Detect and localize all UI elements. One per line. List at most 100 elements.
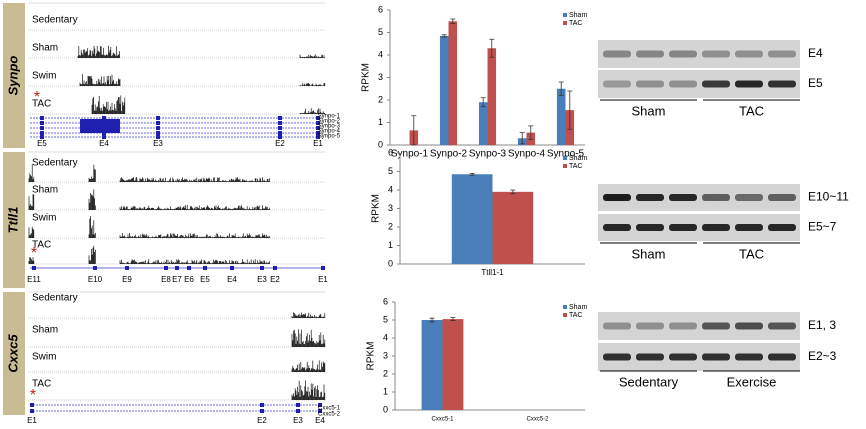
gene-label-box [3, 292, 25, 415]
exon-label: E11 [27, 275, 41, 284]
gel-band [669, 50, 697, 58]
exon-block [156, 126, 160, 130]
gel-band [702, 50, 730, 58]
legend-label: Sham [569, 304, 587, 311]
x-tick-label: Synpo-3 [469, 149, 507, 160]
legend-label: TAC [569, 20, 582, 27]
gel-band [669, 353, 697, 361]
exon-block [102, 116, 106, 120]
exon-block [296, 403, 300, 407]
y-tick-label: 3 [388, 203, 393, 213]
gel-band-label: E5~7 [808, 220, 837, 234]
error-bar [469, 172, 475, 176]
isoform-label: Synpo-5 [318, 134, 341, 140]
bar [442, 319, 464, 410]
gel-background [598, 343, 800, 371]
exon-label: E10 [88, 275, 103, 284]
bar [556, 88, 566, 145]
asterisk: * [31, 245, 37, 262]
exon-block [40, 116, 44, 120]
exon-block [125, 266, 129, 270]
y-tick-label: 3 [383, 350, 388, 360]
error-bar [489, 38, 495, 58]
signal-track [291, 312, 326, 318]
exon-block [40, 121, 44, 125]
exon-block [93, 266, 97, 270]
y-tick-label: 5 [378, 27, 383, 37]
gel-band-label: E4 [808, 46, 823, 60]
gel-band [735, 194, 763, 201]
exon-block [260, 409, 264, 413]
legend-label: Sham [569, 155, 587, 162]
gel-band [669, 80, 697, 88]
exon-block [260, 403, 264, 407]
gel-band [636, 194, 664, 201]
gel-band [768, 194, 796, 201]
gel-band [603, 194, 631, 201]
y-tick-label: 1 [378, 117, 383, 127]
gel-band [669, 224, 697, 231]
gel-band [768, 224, 796, 231]
y-tick-label: 5 [383, 314, 388, 324]
gel-background [598, 40, 800, 68]
track-label: TAC [32, 99, 51, 110]
exon-label: E5 [200, 275, 210, 284]
exon-block [40, 135, 44, 139]
group-label: Sham [632, 103, 666, 118]
isoform-label: Cxxc5-1 [318, 406, 341, 412]
track-label: Swim [32, 352, 56, 363]
exon-label: E8 [161, 275, 171, 284]
exon-block [278, 116, 282, 120]
legend-swatch [563, 21, 567, 25]
signal-track [291, 329, 326, 347]
legend-label: TAC [569, 163, 582, 170]
error-bar [567, 90, 573, 130]
gel-band [702, 322, 730, 330]
x-tick-label: Synpo-2 [430, 149, 468, 160]
y-tick-label: 6 [383, 296, 388, 306]
y-tick-label: 0 [388, 258, 393, 268]
x-tick-label: Synpo-5 [547, 149, 585, 160]
group-label: Sedentary [619, 374, 679, 389]
y-tick-label: 6 [388, 147, 393, 157]
y-tick-label: 3 [378, 72, 383, 82]
isoform-label: Synpo-4 [318, 129, 341, 135]
y-tick-label: 4 [383, 332, 388, 342]
gel-band [768, 50, 796, 58]
bar [487, 48, 497, 145]
y-tick-label: 2 [383, 368, 388, 378]
bar [451, 174, 493, 264]
signal-track [291, 380, 326, 400]
exon-label: E1 [318, 275, 328, 284]
y-tick-label: 4 [388, 184, 393, 194]
error-bar [510, 189, 516, 195]
signal-track [291, 360, 326, 372]
gene-label-box [3, 152, 25, 288]
isoform-label: Synpo-1 [318, 114, 341, 120]
gene-label-box [3, 3, 25, 148]
signal-track [28, 189, 270, 210]
exon-block [30, 409, 34, 413]
gel-band [702, 353, 730, 361]
gel-band [702, 224, 730, 231]
y-tick-label: 0 [383, 404, 388, 414]
exon-label: E2 [270, 275, 280, 284]
gel-band [702, 194, 730, 201]
gel-band [735, 50, 763, 58]
exon-block [156, 135, 160, 139]
exon-block [321, 266, 325, 270]
exon-label: E5 [37, 139, 47, 148]
y-tick-label: 4 [378, 49, 383, 59]
gel-band-label: E5 [808, 76, 823, 90]
gel-band-label: E10~11 [808, 190, 849, 204]
gel-band [768, 80, 796, 88]
exon-block [156, 131, 160, 135]
signal-track [79, 74, 326, 86]
exon-block [278, 121, 282, 125]
isoform-label: Synpo-2 [318, 119, 341, 125]
exon-block [230, 266, 234, 270]
x-tick-label: Cxxc5-1 [431, 417, 454, 423]
gel-band [768, 353, 796, 361]
exon-label: E2 [257, 416, 267, 425]
gel-band [735, 322, 763, 330]
